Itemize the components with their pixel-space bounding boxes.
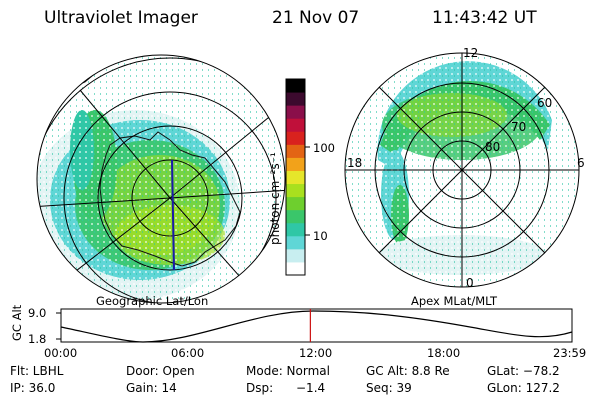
filter-info: Flt: LBHL [10,364,64,378]
colorbar-cell [286,209,305,224]
colorbar-cell [286,222,305,237]
glat-info: GLat: −78.2 [487,364,560,378]
colorbar-cell [286,131,305,145]
colorbar-cell [286,157,305,171]
gain-info: Gain: 14 [126,381,177,395]
seq-info: Seq: 39 [366,381,412,395]
mlat-label-70: 70 [511,120,527,134]
timeline-x-tick: 06:00 [171,346,205,360]
gc-alt-info: GC Alt: 8.8 Re [366,364,450,378]
colorbar-frame [285,78,306,276]
colorbar-cell [286,261,305,276]
mlt-label-left: 18 [347,156,363,170]
right-projection-label: Apex MLat/MLT [411,294,498,308]
colorbar-cell [286,118,305,132]
left-projection-label: Geographic Lat/Lon [96,294,209,308]
colorbar-cell [286,170,305,185]
glon-info: GLon: 127.2 [487,381,560,395]
colorbar-cell [286,92,305,106]
timeline-x-tick: 23:59 [553,346,587,360]
door-info: Door: Open [126,364,195,378]
mlat-label-60: 60 [537,96,553,110]
meridian-line [171,159,175,271]
mode-info: Mode: Normal [246,364,330,378]
mag-grid [344,52,580,288]
colorbar-cell [286,105,305,119]
instrument-title: Ultraviolet Imager [44,8,198,28]
colorbar-gradient [286,79,305,276]
colorbar-unit-label: photon cm⁻²s⁻¹ [268,152,282,245]
mlat-label-80: 80 [485,140,501,154]
dsp-label: Dsp: [246,381,274,395]
mlt-label-right: 6 [577,156,585,170]
timeline-frame [60,308,573,343]
colorbar-cell [286,235,305,250]
left-emission-image [37,55,285,303]
timeline-y-tick-low: 1.8 [28,332,47,346]
timeline-y-tick-high: 9.0 [28,306,47,320]
ip-info: IP: 36.0 [10,381,56,395]
colorbar [285,78,310,276]
date-label: 21 Nov 07 [272,8,360,28]
dsp-value: −1.4 [296,381,326,395]
altitude-curve [60,310,573,343]
colorbar-cell [286,79,305,93]
timeline-x-tick: 12:00 [299,346,333,360]
colorbar-cell [286,183,305,198]
geo-grid [36,54,286,304]
colorbar-cell [286,144,305,158]
colorbar-label-10: 10 [313,229,328,243]
time-label: 11:43:42 UT [432,8,537,28]
colorbar-cell [286,196,305,211]
right-polar-plot [344,52,580,288]
left-polar-plot [36,54,286,304]
colorbar-label-100: 100 [313,141,335,155]
timeline-axis-label: GC Alt [10,304,24,341]
mlt-label-bottom: 0 [466,276,474,290]
timeline-x-tick: 18:00 [427,346,461,360]
timeline-x-tick: 00:00 [44,346,78,360]
timeline-plot [56,308,573,343]
mlt-label-top: 12 [463,46,479,60]
colorbar-cell [286,248,305,263]
